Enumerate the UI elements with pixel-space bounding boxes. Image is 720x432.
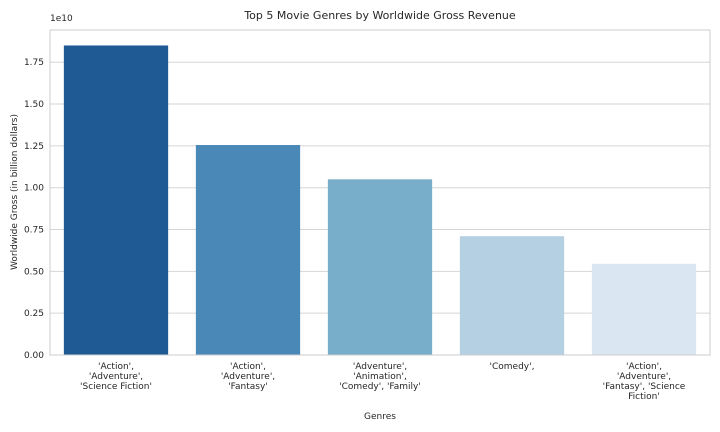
x-tick-label-line: 'Adventure', xyxy=(89,372,143,382)
x-axis-label: Genres xyxy=(364,412,396,422)
x-tick-label-line: 'Action', xyxy=(626,362,662,372)
chart-title: Top 5 Movie Genres by Worldwide Gross Re… xyxy=(243,9,516,22)
x-tick-label-line: 'Fantasy' xyxy=(228,382,268,392)
x-tick-label: 'Action', 'Adventure', 'Fantasy' xyxy=(221,362,275,392)
x-tick-label-line: 'Adventure', xyxy=(617,372,671,382)
bar xyxy=(459,236,565,355)
y-tick-labels: 0.00 0.25 0.50 0.75 1.00 1.25 1.50 1.75 xyxy=(24,58,44,361)
y-tick-label: 0.00 xyxy=(24,351,44,361)
x-tick-label-line: 'Action', xyxy=(230,362,266,372)
x-tick-label-line: 'Adventure', xyxy=(221,372,275,382)
y-tick-label: 1.00 xyxy=(24,184,44,194)
x-tick-labels: 'Action', 'Adventure', 'Science Fiction''A… xyxy=(80,362,686,402)
bar xyxy=(63,45,169,355)
y-tick-label: 1.50 xyxy=(24,100,44,110)
x-tick-label-line: Fiction' xyxy=(628,392,660,402)
x-tick-label: 'Adventure', 'Animation', 'Comedy', 'Famil… xyxy=(339,362,421,392)
y-tick-label: 0.25 xyxy=(24,309,44,319)
x-tick-label-line: 'Comedy', xyxy=(490,362,535,372)
x-tick-label: 'Comedy', xyxy=(490,362,535,372)
y-tick-label: 1.75 xyxy=(24,58,44,68)
bars xyxy=(63,45,697,355)
x-tick-label-line: 'Animation', xyxy=(353,372,407,382)
bar xyxy=(195,145,301,355)
y-axis-label: Worldwide Gross (in billion dollars) xyxy=(10,114,20,270)
x-tick-label-line: 'Fantasy', 'Science xyxy=(603,382,686,392)
y-tick-label: 0.75 xyxy=(24,226,44,236)
x-tick-label-line: 'Action', xyxy=(98,362,134,372)
plot-frame xyxy=(49,29,711,356)
x-tick-label-line: 'Comedy', 'Family' xyxy=(339,382,421,392)
bar xyxy=(591,263,697,355)
x-tick-label-line: 'Adventure', xyxy=(353,362,407,372)
x-tick-label: 'Action', 'Adventure', 'Fantasy', 'Science… xyxy=(603,362,686,402)
x-tick-label-line: 'Science Fiction' xyxy=(80,382,152,392)
x-tick-label: 'Action', 'Adventure', 'Science Fiction' xyxy=(80,362,152,392)
y-offset-text: 1e10 xyxy=(50,14,73,24)
bar xyxy=(327,179,433,355)
y-tick-label: 0.50 xyxy=(24,267,44,277)
y-tick-label: 1.25 xyxy=(24,142,44,152)
